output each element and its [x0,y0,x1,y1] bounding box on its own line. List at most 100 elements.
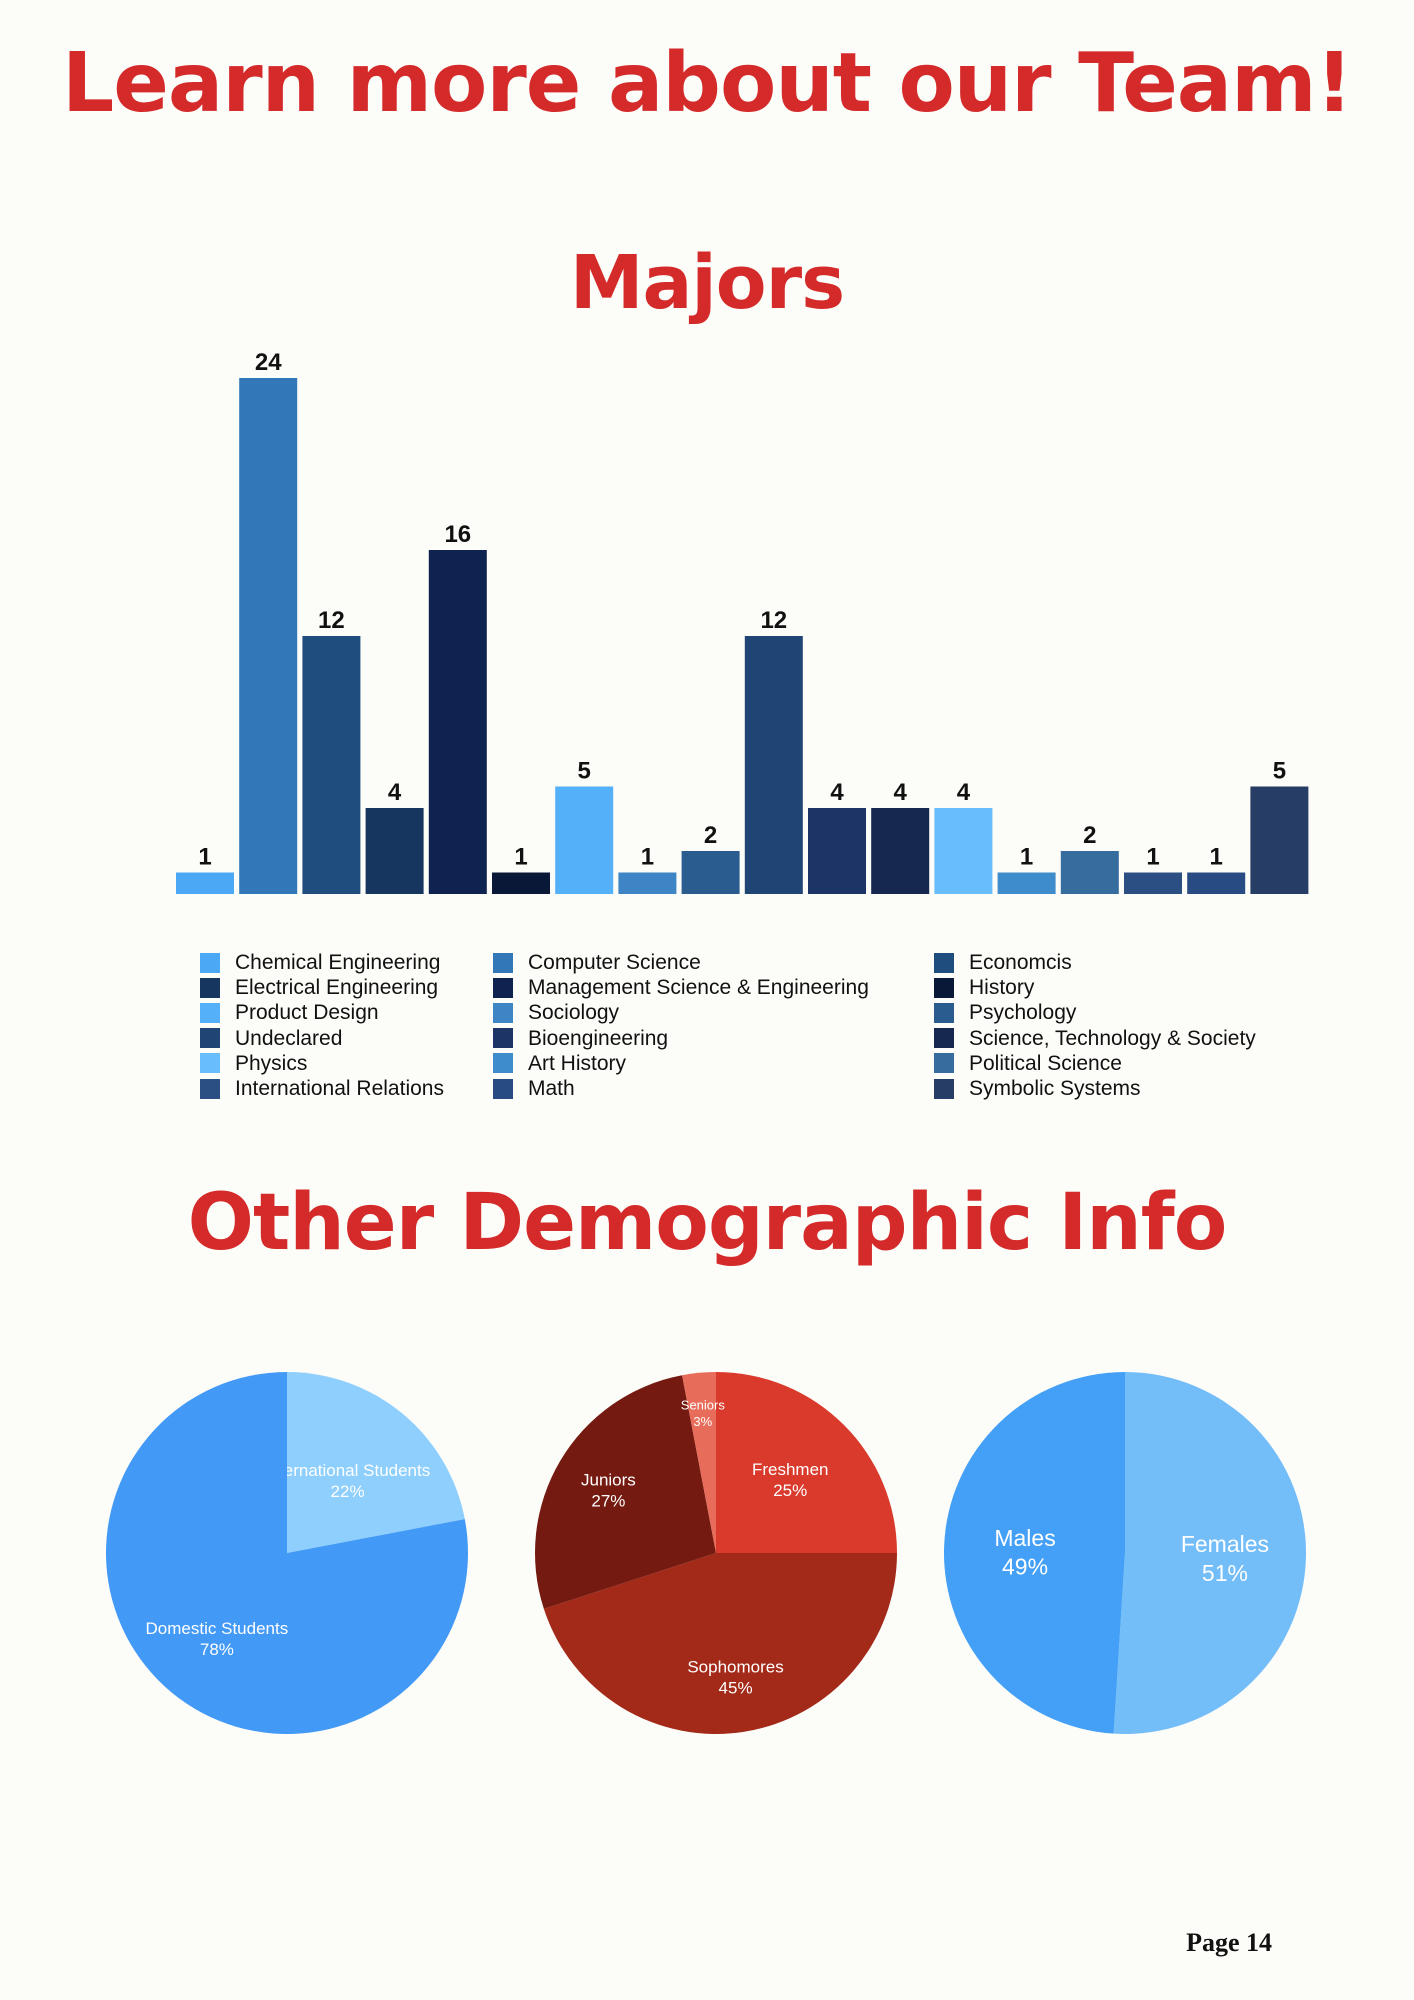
class-year-pie-chart: Freshmen 25% Sophomores 45% Juniors 27% Senior… [535,1372,897,1734]
pie-percent-seniors: 3% [693,1414,712,1429]
legend-label: Math [528,1076,575,1100]
legend-item-sociology: Sociology [493,1000,869,1025]
pie-label-sophomores: Sophomores [687,1657,783,1676]
legend-label: Symbolic Systems [969,1076,1141,1100]
legend-label: Product Design [235,1001,379,1025]
bar-value-label: 1 [1146,844,1159,871]
legend-item-undeclared: Undeclared [200,1026,444,1051]
legend-label: International Relations [235,1076,444,1100]
bar-electrical-engineering [365,808,424,894]
bar-undeclared [744,636,803,894]
pie-label-juniors: Juniors [581,1470,636,1489]
legend-label: Computer Science [528,951,701,974]
bar-chemical-engineering [176,872,234,894]
legend-label: Management Science & Engineering [528,976,869,1000]
bar-political-science [1060,851,1119,894]
pie-percent-sophomores: 45% [719,1679,753,1698]
legend-item-physics: Physics [200,1051,444,1076]
bar-value-label: 24 [255,349,282,376]
bar-value-label: 4 [894,779,908,806]
student-status-pie-chart: International Students 22% Domestic Studen… [106,1372,469,1734]
bar-value-label: 1 [514,844,527,871]
legend-label: Electrical Engineering [235,976,439,1000]
bar-value-label: 1 [1210,844,1223,871]
legend-swatch [200,1002,220,1023]
bar-history [492,872,550,894]
pie-label-international-students: International Students [265,1461,430,1480]
legend-swatch [200,1028,220,1049]
legend-label: Sociology [528,1001,620,1025]
pie-slice-international-students [287,1372,465,1553]
bar-math [1187,872,1246,894]
bar-economcis [302,636,361,894]
bar-international-relations [1124,872,1182,894]
pie-slice-domestic-students [106,1372,469,1734]
legend-swatch [934,1028,954,1049]
legend-swatch [200,1078,220,1099]
pie-percent-juniors: 27% [591,1492,625,1511]
bar-value-label: 1 [1020,844,1033,871]
legend-swatch [200,977,220,998]
bar-value-label: 12 [318,607,345,634]
legend-label: Political Science [969,1051,1122,1075]
demographics-heading: Other Demographic Info [187,1178,1228,1268]
bar-product-design [555,786,614,894]
pie-slice-females [1113,1372,1306,1734]
pie-percent-domestic-students: 78% [200,1640,234,1659]
legend-item-bioengineering: Bioengineering [493,1026,869,1051]
legend-swatch [934,1053,954,1074]
legend-swatch [493,1053,513,1074]
legend-item-management-science-engineering: Management Science & Engineering [493,975,869,1000]
legend-item-international-relations: International Relations [200,1076,444,1101]
majors-heading: Majors [569,240,845,326]
legend-item-psychology: Psychology [934,1000,1256,1025]
page-title: Learn more about our Team! [62,36,1353,131]
bar-value-label: 4 [830,779,844,806]
bar-value-label: 12 [760,607,787,634]
legend-label: Undeclared [235,1026,343,1050]
pie-label-freshmen: Freshmen [752,1460,829,1479]
legend-item-product-design: Product Design [200,1000,444,1025]
legend-label: History [969,976,1035,1000]
legend-column: Computer Science Management Science & Eng… [493,950,869,1101]
legend-item-art-history: Art History [493,1051,869,1076]
legend-item-economcis: Economcis [934,950,1256,975]
bar-sociology [618,872,677,894]
pie-percent-females: 51% [1202,1560,1248,1586]
bar-science-technology-society [871,808,930,894]
pie-percent-international-students: 22% [331,1482,365,1501]
bar-value-label: 1 [198,844,211,871]
legend-column: Economcis History Psychology Science, Techn… [934,950,1256,1101]
legend-swatch [200,952,220,973]
bar-computer-science [239,378,298,894]
bar-value-label: 2 [704,822,717,849]
page-number: Page 14 [1186,1928,1272,1957]
pie-label-seniors: Seniors [681,1398,726,1413]
legend-swatch [200,1053,220,1074]
bar-value-label: 1 [641,844,654,871]
bar-value-label: 4 [957,779,971,806]
legend-swatch [493,1028,513,1049]
bar-bioengineering [808,808,866,894]
legend-item-symbolic-systems: Symbolic Systems [934,1076,1256,1101]
legend-label: Physics [235,1051,308,1075]
legend-label: Science, Technology & Society [969,1026,1256,1050]
legend-swatch [493,977,513,998]
legend-label: Bioengineering [528,1026,669,1050]
bar-value-label: 5 [578,758,591,785]
legend-item-computer-science: Computer Science [493,950,869,975]
pie-slice-juniors [535,1375,716,1609]
bar-value-label: 4 [388,779,402,806]
legend-swatch [493,952,513,973]
bar-value-label: 16 [444,521,471,548]
bar-art-history [997,872,1056,894]
bar-value-label: 2 [1083,822,1096,849]
pie-slice-males [943,1372,1125,1734]
pie-slice-sophomores [543,1553,897,1734]
legend-swatch [934,1002,954,1023]
legend-swatch [934,977,954,998]
pie-slice-freshmen [716,1372,897,1553]
legend-item-math: Math [493,1076,869,1101]
bar-symbolic-systems [1250,786,1309,894]
legend-item-political-science: Political Science [934,1051,1256,1076]
